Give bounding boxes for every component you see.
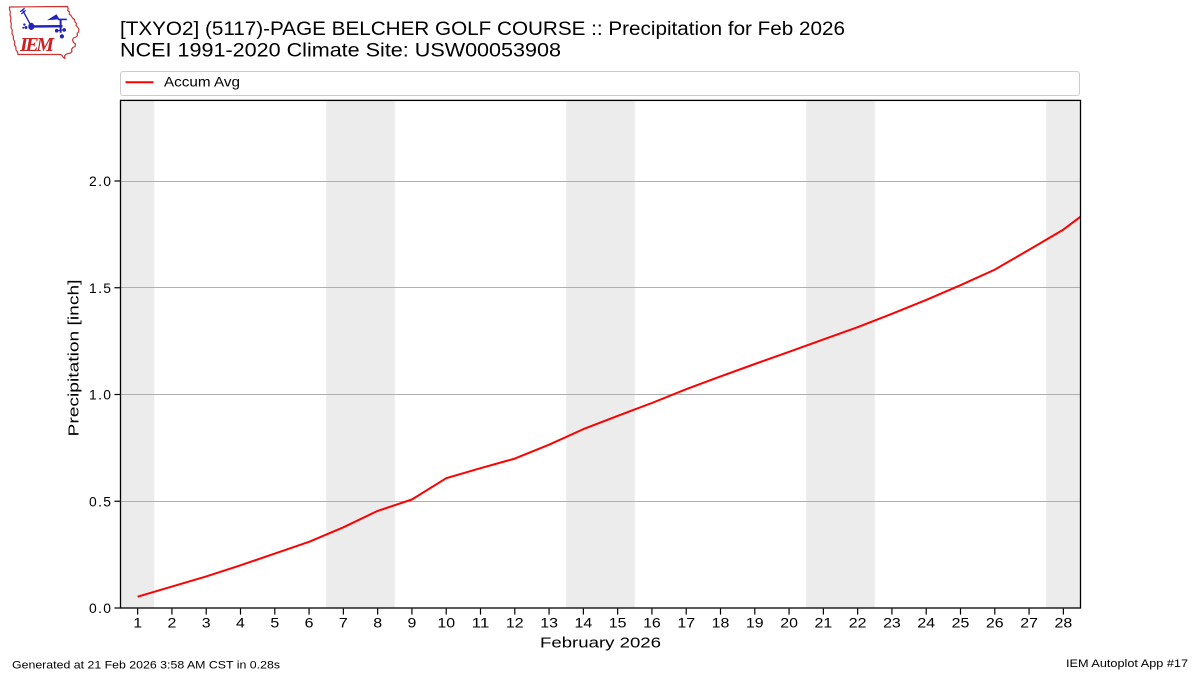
- svg-text:NCEI 1991-2020 Climate Site: U: NCEI 1991-2020 Climate Site: USW00053908: [120, 39, 561, 61]
- svg-text:IEM: IEM: [19, 34, 55, 56]
- svg-text:8: 8: [373, 615, 382, 631]
- svg-text:19: 19: [746, 615, 764, 631]
- svg-text:11: 11: [472, 615, 490, 631]
- svg-text:6: 6: [305, 615, 314, 631]
- svg-text:Precipitation [inch]: Precipitation [inch]: [66, 280, 83, 437]
- svg-text:Accum Avg: Accum Avg: [164, 73, 240, 89]
- svg-text:1: 1: [133, 615, 142, 631]
- svg-text:4: 4: [236, 615, 245, 631]
- svg-text:[TXYO2] (5117)-PAGE BELCHER GO: [TXYO2] (5117)-PAGE BELCHER GOLF COURSE …: [120, 18, 845, 40]
- svg-text:28: 28: [1055, 615, 1073, 631]
- svg-text:21: 21: [815, 615, 833, 631]
- svg-text:14: 14: [575, 615, 593, 631]
- svg-text:7: 7: [339, 615, 348, 631]
- svg-text:10: 10: [437, 615, 455, 631]
- svg-text:20: 20: [780, 615, 798, 631]
- svg-text:Generated at 21 Feb 2026 3:58: Generated at 21 Feb 2026 3:58 AM CST in …: [12, 659, 280, 671]
- svg-text:February 2026: February 2026: [540, 635, 661, 652]
- svg-text:25: 25: [952, 615, 970, 631]
- svg-text:2.0: 2.0: [89, 173, 111, 189]
- svg-text:2: 2: [168, 615, 177, 631]
- svg-text:3: 3: [202, 615, 211, 631]
- svg-text:26: 26: [986, 615, 1004, 631]
- svg-text:0.0: 0.0: [89, 600, 111, 616]
- svg-text:9: 9: [408, 615, 417, 631]
- svg-text:17: 17: [677, 615, 695, 631]
- svg-text:27: 27: [1020, 615, 1038, 631]
- svg-text:1.0: 1.0: [89, 387, 111, 403]
- svg-text:13: 13: [540, 615, 558, 631]
- svg-text:22: 22: [849, 615, 867, 631]
- svg-text:15: 15: [609, 615, 627, 631]
- svg-text:16: 16: [643, 615, 661, 631]
- svg-text:IEM Autoplot App #17: IEM Autoplot App #17: [1066, 658, 1188, 670]
- svg-text:23: 23: [883, 615, 901, 631]
- svg-text:12: 12: [506, 615, 524, 631]
- svg-text:0.5: 0.5: [89, 493, 111, 509]
- svg-text:1.5: 1.5: [89, 280, 111, 296]
- svg-text:18: 18: [712, 615, 730, 631]
- svg-text:5: 5: [270, 615, 279, 631]
- svg-text:24: 24: [917, 615, 935, 631]
